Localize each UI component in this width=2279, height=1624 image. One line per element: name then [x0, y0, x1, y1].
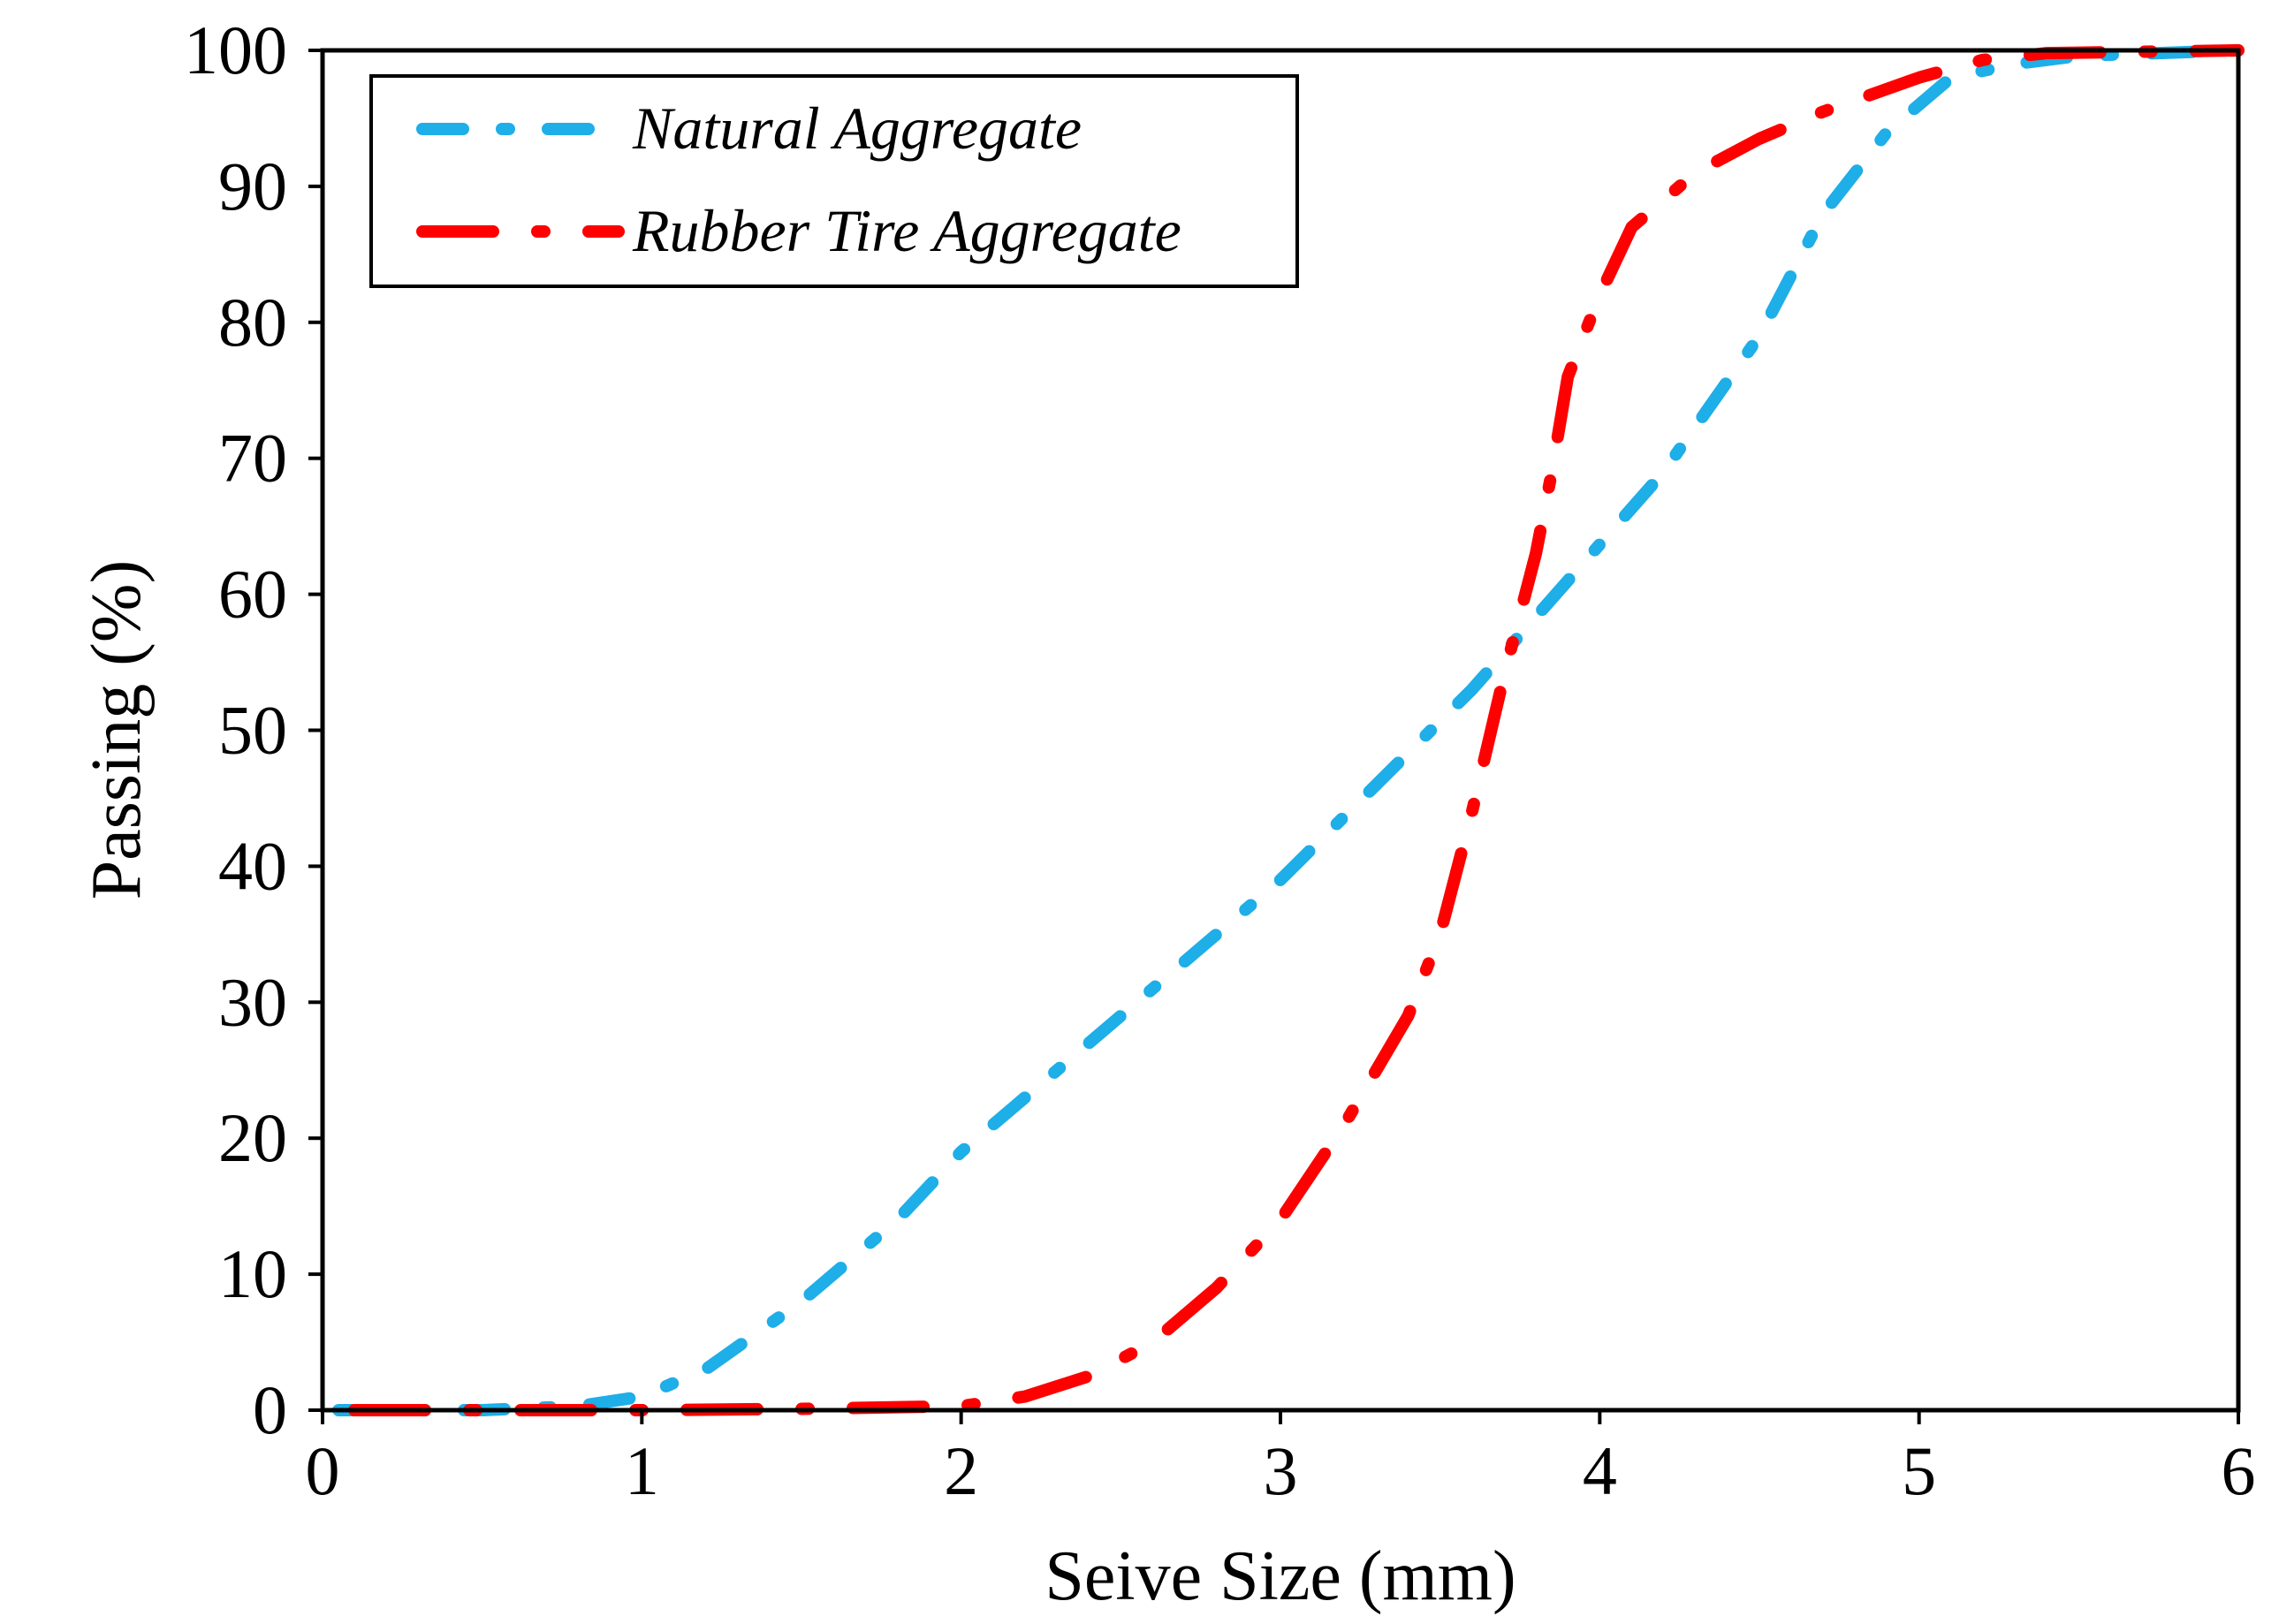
y-tick-label: 30: [218, 963, 287, 1040]
y-tick-label: 100: [184, 11, 287, 88]
y-tick-label: 0: [253, 1371, 287, 1448]
legend-box: [369, 74, 1299, 288]
series-line-natural-aggregate: [332, 44, 2245, 1416]
y-tick-label: 90: [218, 148, 287, 224]
y-tick-label: 20: [218, 1099, 287, 1176]
x-tick-label: 5: [1902, 1432, 1936, 1509]
x-axis-title: Seive Size (mm): [1045, 1537, 1516, 1615]
series-layer: [332, 44, 2245, 1416]
y-tick-label: 70: [218, 420, 287, 497]
y-tick-label: 40: [218, 827, 287, 904]
x-tick-label: 6: [2222, 1432, 2256, 1509]
series-line-rubber-tire-aggregate: [348, 44, 2245, 1416]
legend: Natural Aggregate Rubber Tire Aggregate: [369, 74, 1299, 288]
x-tick-label: 1: [625, 1432, 659, 1509]
legend-label-natural-aggregate: Natural Aggregate: [632, 95, 1082, 162]
y-tick-label: 60: [218, 556, 287, 633]
y-tick-label: 80: [218, 284, 287, 360]
x-tick-label: 3: [1264, 1432, 1298, 1509]
legend-label-rubber-tire-aggregate: Rubber Tire Aggregate: [632, 197, 1181, 264]
x-tick-label: 2: [944, 1432, 978, 1509]
x-tick-label: 4: [1583, 1432, 1617, 1509]
y-tick-label: 10: [218, 1235, 287, 1312]
x-tick-label: 0: [306, 1432, 340, 1509]
y-axis-title: Passing (%): [78, 560, 156, 899]
y-tick-label: 50: [218, 692, 287, 769]
